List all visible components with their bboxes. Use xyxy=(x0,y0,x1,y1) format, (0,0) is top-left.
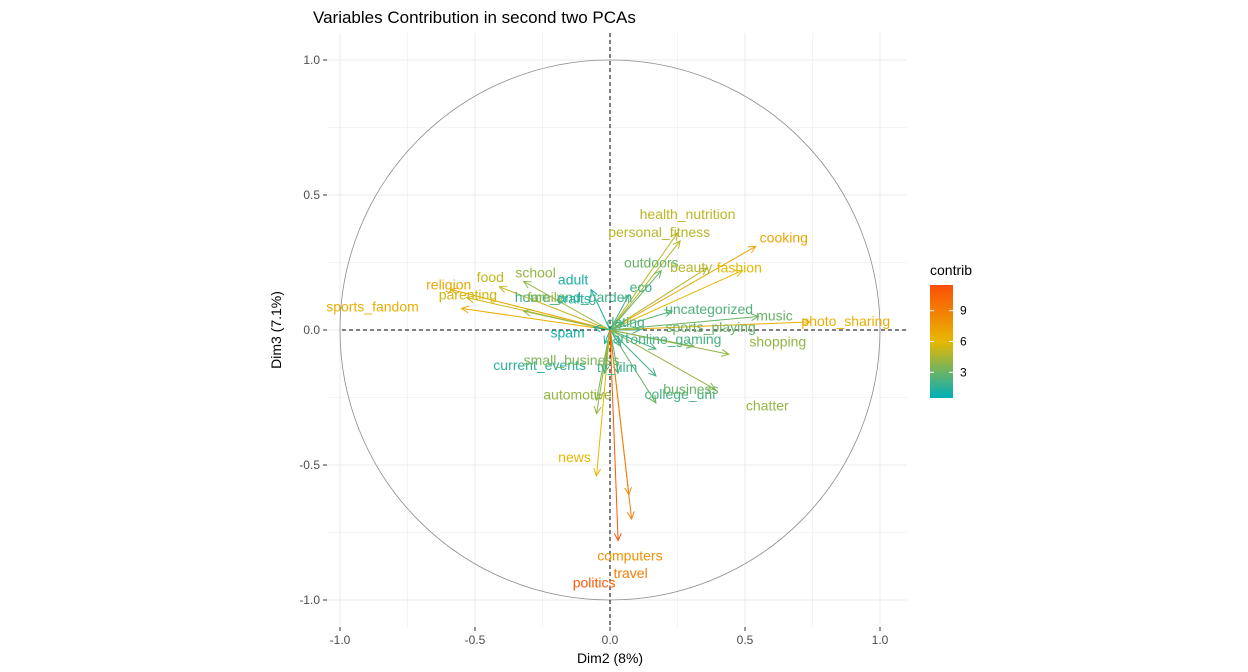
var-label-outdoors: outdoors xyxy=(624,255,678,271)
arrow-online-gaming xyxy=(609,329,657,350)
var-label-spam: spam xyxy=(550,325,584,341)
var-label-family: family xyxy=(527,289,564,305)
var-label-health-nutrition: health_nutrition xyxy=(640,206,736,222)
legend-colorbar xyxy=(930,285,953,398)
arrow-business xyxy=(609,329,657,404)
arrow-automotive xyxy=(593,329,611,415)
var-label-shopping: shopping xyxy=(749,333,806,349)
arrow-health-nutrition xyxy=(609,231,679,331)
var-label-crafts: crafts xyxy=(557,290,591,306)
var-label-small-business: small_business xyxy=(524,352,620,368)
y-tick-label: 0.5 xyxy=(303,188,320,202)
var-label-online-gaming: online_gaming xyxy=(630,331,721,347)
y-tick-label: 0.0 xyxy=(303,323,320,337)
var-label-fashion: fashion xyxy=(717,260,762,276)
x-tick-label: 1.0 xyxy=(872,633,889,647)
arrow-politics xyxy=(609,329,622,542)
var-label-tv-film: tv_film xyxy=(597,359,637,375)
arrow-personal-fitness xyxy=(609,239,681,331)
var-label-news: news xyxy=(558,449,591,465)
plot-area: -1.0 -0.5 0.0 0.5 1.0 -1.0 -0.5 0.0 0.5 1.0 xyxy=(299,33,907,647)
chart-title: Variables Contribution in second two PCA… xyxy=(313,8,636,27)
x-tick-label: -1.0 xyxy=(330,633,351,647)
arrow-school xyxy=(522,280,611,331)
arrow-adult xyxy=(590,288,611,331)
arrow-home-and-garden xyxy=(609,321,625,331)
x-tick-label: -0.5 xyxy=(465,633,486,647)
arrow-crafts xyxy=(592,324,611,333)
var-label-uncategorized: uncategorized xyxy=(665,301,753,317)
var-label-home-and-garden: home_and_garden xyxy=(515,289,633,305)
var-label-politics: politics xyxy=(573,575,616,591)
var-label-religion: religion xyxy=(426,277,471,293)
var-label-beauty: beauty xyxy=(670,259,712,275)
var-label-parenting: parenting xyxy=(439,287,497,303)
var-label-personal-fitness: personal_fitness xyxy=(608,224,710,240)
legend-tick-label: 9 xyxy=(960,304,967,318)
arrow-chatter xyxy=(609,329,717,390)
legend-title: contrib xyxy=(930,262,972,278)
var-label-art: art xyxy=(613,330,629,346)
x-tick-label: 0.0 xyxy=(602,633,619,647)
var-label-current-events: current_events xyxy=(493,357,586,373)
var-label-sports-fandom: sports_fandom xyxy=(326,298,419,314)
arrow-fashion xyxy=(609,269,744,331)
var-label-photo-sharing: photo_sharing xyxy=(801,313,890,329)
var-label-business: business xyxy=(663,381,718,397)
var-label-college-uni: college_uni xyxy=(644,386,715,402)
arrow-beauty xyxy=(609,267,709,331)
x-axis-title: Dim2 (8%) xyxy=(577,650,643,666)
var-label-sports-playing: sports_playing xyxy=(666,319,756,335)
arrow-news xyxy=(593,329,611,477)
arrow-cooking xyxy=(609,245,757,331)
var-label-travel: travel xyxy=(613,565,647,581)
var-label-computers: computers xyxy=(597,548,662,564)
var-label-chatter: chatter xyxy=(746,397,789,413)
legend-tick-label: 6 xyxy=(960,335,967,349)
x-tick-label: 0.5 xyxy=(737,633,754,647)
var-label-food: food xyxy=(477,269,504,285)
arrow-food xyxy=(498,285,611,331)
arrow-sports-fandom xyxy=(460,305,611,331)
arrow-eco xyxy=(609,293,630,331)
y-tick-label: -1.0 xyxy=(299,593,320,607)
arrow-dating xyxy=(610,326,641,334)
y-tick-label: 1.0 xyxy=(303,53,320,67)
var-label-school: school xyxy=(515,264,555,280)
var-label-dating: dating xyxy=(607,314,645,330)
var-label-automotive: automotive xyxy=(543,387,612,403)
arrow-travel xyxy=(609,329,635,521)
arrow-college-uni xyxy=(609,329,657,377)
var-label-music: music xyxy=(756,308,793,324)
var-label-adult: adult xyxy=(558,272,588,288)
var-label-cooking: cooking xyxy=(760,229,808,245)
y-tick-label: -0.5 xyxy=(299,458,320,472)
arrow-shopping xyxy=(609,329,730,357)
contrib-legend: contrib 3 6 9 xyxy=(930,262,972,398)
arrow-outdoors xyxy=(609,269,663,331)
y-axis-title: Dim3 (7.1%) xyxy=(268,291,284,369)
var-label-eco: eco xyxy=(630,279,653,295)
legend-tick-label: 3 xyxy=(960,365,967,379)
arrow-photo-sharing xyxy=(609,318,811,331)
